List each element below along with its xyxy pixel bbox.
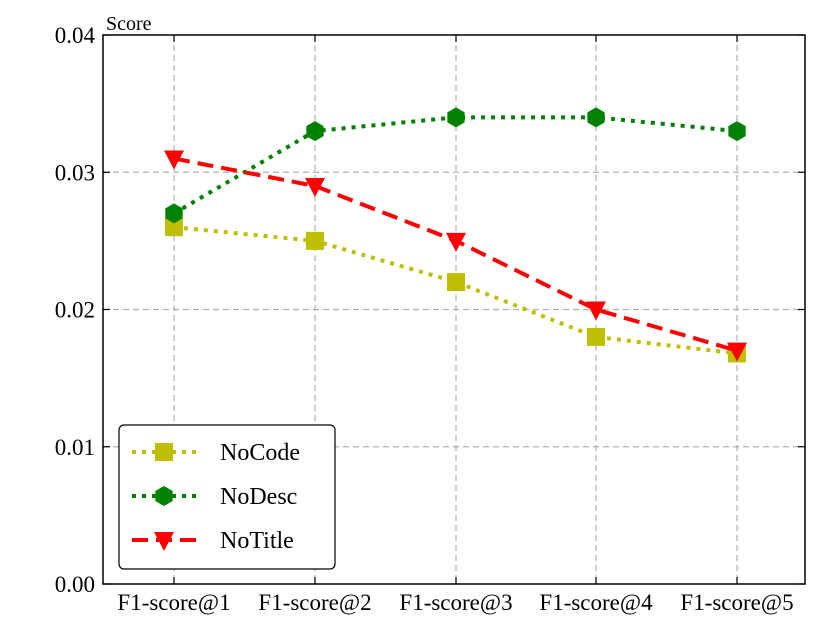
y-tick-label: 0.04 bbox=[55, 23, 96, 48]
data-point bbox=[587, 327, 605, 346]
series-layer bbox=[164, 107, 747, 363]
axis-ticks: F1-score@1 F1-score@2 F1-score@3 F1-score@4… bbox=[55, 23, 805, 615]
data-point bbox=[586, 301, 606, 321]
x-tick-label: F1-score@5 bbox=[680, 590, 793, 615]
x-tick-label: F1-score@2 bbox=[258, 590, 371, 615]
legend-entries: NoCode NoDesc NoTitle bbox=[132, 440, 300, 554]
data-point bbox=[306, 231, 324, 250]
data-point bbox=[446, 232, 466, 252]
legend-marker bbox=[155, 443, 173, 461]
data-point bbox=[165, 218, 183, 237]
legend-label: NoTitle bbox=[220, 528, 294, 554]
data-point bbox=[447, 107, 465, 128]
y-tick-label: 0.00 bbox=[55, 572, 95, 597]
legend: NoCode NoDesc NoTitle bbox=[118, 424, 336, 570]
data-point bbox=[305, 177, 325, 197]
data-point bbox=[447, 273, 465, 292]
series-nodesc bbox=[165, 107, 746, 224]
legend-label: NoDesc bbox=[220, 484, 297, 510]
x-tick-label: F1-score@3 bbox=[399, 590, 512, 615]
y-axis-label: Score bbox=[106, 13, 152, 35]
data-point bbox=[306, 121, 324, 142]
y-tick-label: 0.03 bbox=[55, 160, 95, 185]
x-tick-label: F1-score@1 bbox=[117, 590, 230, 615]
data-point bbox=[728, 121, 746, 142]
data-point bbox=[727, 342, 747, 362]
series-notitle bbox=[164, 150, 747, 362]
legend-entry-nodesc: NoDesc bbox=[132, 484, 297, 510]
data-point bbox=[587, 107, 605, 128]
x-tick-label: F1-score@4 bbox=[539, 590, 653, 615]
y-tick-label: 0.01 bbox=[55, 435, 95, 460]
legend-marker bbox=[154, 532, 174, 551]
series-line bbox=[172, 115, 738, 216]
legend-label: NoCode bbox=[220, 440, 300, 466]
legend-entry-notitle: NoTitle bbox=[132, 528, 294, 554]
data-point bbox=[164, 150, 184, 170]
legend-entry-nocode: NoCode bbox=[132, 440, 300, 466]
legend-marker bbox=[155, 486, 173, 506]
data-point bbox=[165, 203, 183, 224]
y-tick-label: 0.02 bbox=[55, 298, 95, 323]
